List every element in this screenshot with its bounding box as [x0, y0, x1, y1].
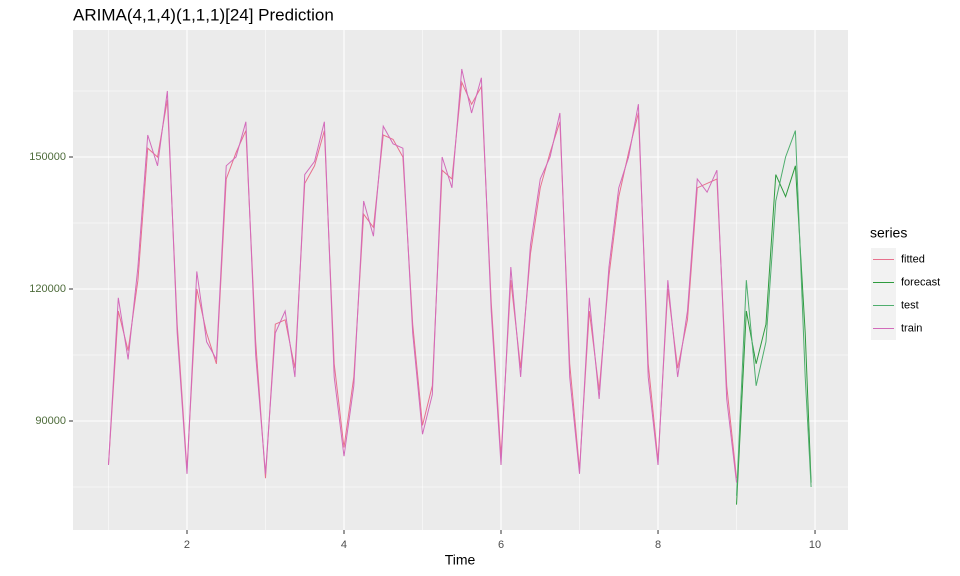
panel [73, 30, 848, 530]
chart-title: ARIMA(4,1,4)(1,1,1)[24] Prediction [73, 5, 334, 24]
y-tick-label: 150000 [29, 151, 66, 163]
legend-label: train [901, 322, 922, 334]
x-tick-label: 2 [184, 539, 190, 551]
series-line [736, 130, 812, 496]
x-tick-label: 4 [341, 539, 347, 551]
legend-title: series [870, 225, 907, 241]
x-tick-label: 6 [498, 539, 504, 551]
y-tick-label: 120000 [29, 283, 66, 295]
legend-label: fitted [901, 253, 925, 265]
legend-label: forecast [901, 276, 940, 288]
x-axis-title: Time [445, 552, 476, 568]
x-tick-label: 10 [809, 539, 821, 551]
series-line [736, 165, 812, 505]
y-tick-label: 90000 [35, 415, 66, 427]
series-line [107, 68, 738, 483]
legend-label: test [901, 299, 919, 311]
x-tick-label: 8 [655, 539, 661, 551]
